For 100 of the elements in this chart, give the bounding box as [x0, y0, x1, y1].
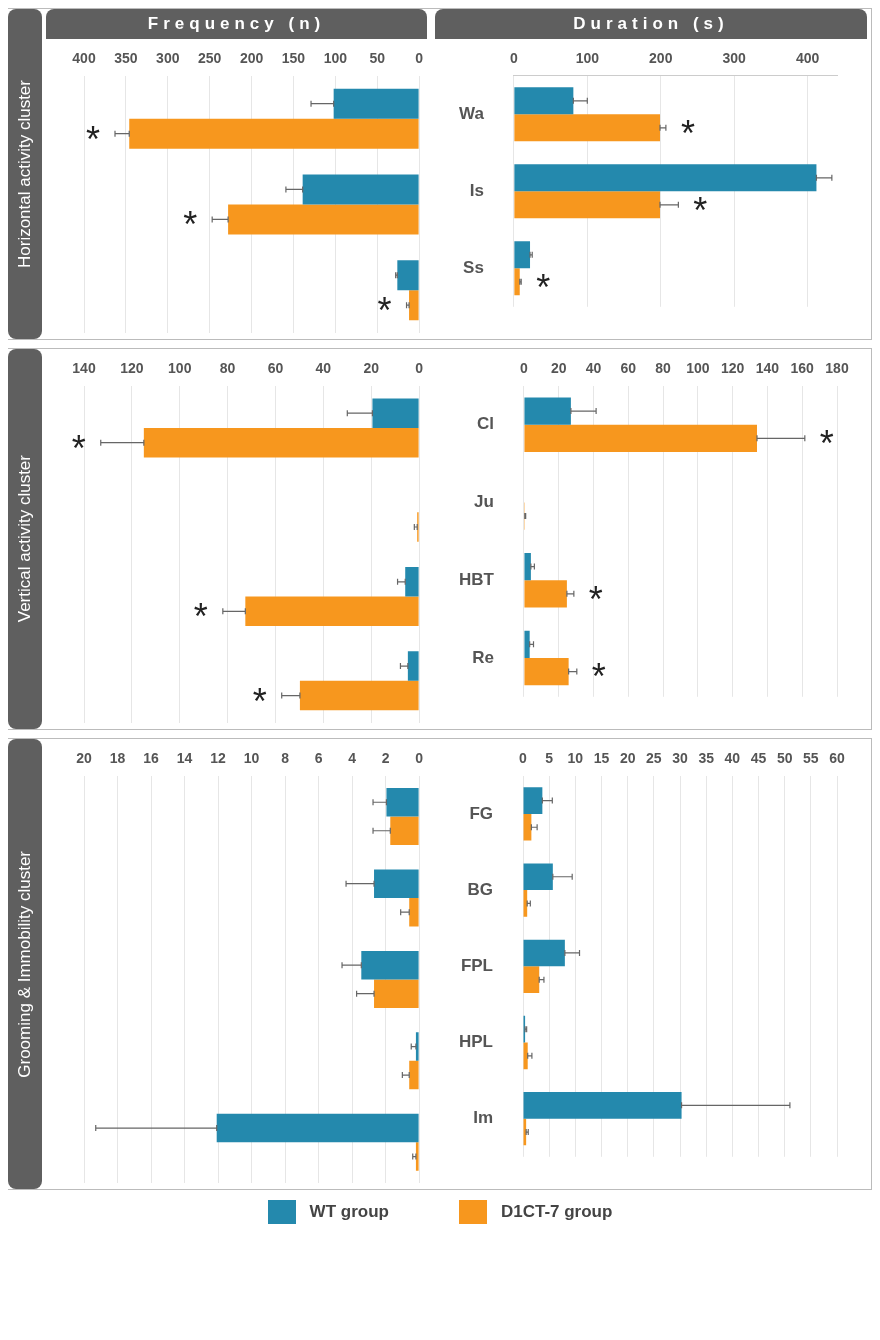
x-tick-label: 80 — [219, 360, 236, 377]
y-tick-label: Ss — [463, 257, 484, 277]
bar — [228, 204, 419, 235]
data-label: * — [85, 118, 101, 160]
data-label: * — [377, 290, 392, 332]
bar — [216, 1113, 419, 1143]
x-tick-label: 40 — [724, 750, 741, 767]
x-tick-label: 5 — [545, 750, 554, 767]
x-tick-label: 60 — [267, 360, 284, 377]
x-tick-label: 10 — [567, 750, 584, 767]
x-tick-label: 0 — [415, 360, 424, 377]
y-tick-label: Im — [473, 1108, 493, 1128]
x-tick-label: 20 — [550, 360, 567, 377]
x-tick-label: 60 — [620, 360, 637, 377]
x-tick-label: 100 — [686, 360, 710, 377]
bar — [524, 580, 567, 608]
bar — [407, 651, 419, 681]
bar — [397, 260, 419, 291]
x-tick-label: 250 — [197, 50, 222, 67]
data-label: * — [183, 204, 198, 246]
x-tick-label: 200 — [649, 50, 673, 67]
data-label: * — [693, 189, 708, 231]
x-tick-label: 400 — [72, 50, 96, 67]
data-label: * — [591, 656, 606, 698]
x-tick-label: 300 — [722, 50, 747, 67]
legend-label: D1CT-7 group — [500, 1202, 613, 1222]
y-tick-label: Cl — [476, 414, 494, 434]
bar — [409, 290, 419, 321]
bar — [524, 552, 531, 581]
y-axis-title: Vertical activity cluster — [15, 455, 35, 623]
bar — [405, 567, 419, 597]
bar — [129, 118, 419, 149]
bar — [523, 863, 553, 891]
bar — [523, 813, 532, 841]
y-tick-label: Is — [469, 180, 484, 200]
y-tick-label: HPL — [459, 1032, 493, 1052]
data-label: * — [193, 596, 208, 638]
x-tick-label: 40 — [315, 360, 332, 377]
chart-title: Duration (s) — [435, 9, 867, 39]
x-tick-label: 100 — [168, 360, 192, 377]
bar — [372, 398, 419, 428]
x-tick-label: 0 — [519, 750, 528, 767]
x-tick-label: 20 — [619, 750, 636, 767]
x-tick-label: 2 — [381, 750, 390, 767]
x-tick-label: 140 — [72, 360, 96, 377]
x-tick-label: 55 — [803, 750, 819, 767]
chart-title: Frequency (n) — [46, 9, 427, 39]
x-tick-label: 60 — [829, 750, 845, 767]
x-tick-label: 14 — [176, 750, 193, 767]
legend-label: WT group — [309, 1202, 389, 1222]
x-tick-label: 300 — [156, 50, 180, 67]
bar — [143, 427, 419, 458]
x-tick-label: 40 — [585, 360, 602, 377]
bar — [514, 268, 520, 296]
x-tick-label: 200 — [239, 50, 264, 67]
x-tick-label: 0 — [509, 50, 518, 67]
x-tick-label: 10 — [243, 750, 260, 767]
x-tick-label: 6 — [314, 750, 323, 767]
bar — [523, 1092, 682, 1119]
bar — [333, 88, 419, 119]
x-tick-label: 100 — [323, 50, 348, 67]
bar — [524, 424, 757, 452]
y-axis-title: Grooming & Immobility cluster — [15, 850, 35, 1078]
x-tick-label: 20 — [76, 750, 92, 767]
bar — [523, 787, 543, 814]
x-tick-label: 160 — [790, 360, 815, 377]
y-axis-title: Horizontal activity cluster — [15, 79, 35, 268]
bar — [386, 788, 419, 817]
data-label: * — [71, 427, 86, 469]
x-tick-label: 120 — [120, 360, 144, 377]
y-tick-label: BG — [467, 879, 493, 899]
bar — [523, 966, 540, 993]
x-tick-label: 45 — [750, 750, 767, 767]
bar — [374, 979, 419, 1008]
x-tick-label: 50 — [776, 750, 793, 767]
x-tick-label: 120 — [720, 360, 745, 377]
bar — [415, 1032, 419, 1061]
x-tick-label: 180 — [825, 360, 849, 377]
bar — [514, 241, 531, 269]
y-tick-label: HBT — [458, 569, 495, 589]
x-tick-label: 35 — [698, 750, 715, 767]
data-label: * — [819, 423, 834, 465]
x-tick-label: 0 — [520, 360, 529, 377]
x-tick-label: 350 — [114, 50, 138, 67]
y-tick-label: FG — [469, 803, 493, 823]
x-tick-label: 20 — [363, 360, 380, 377]
bar — [361, 950, 419, 980]
bar — [524, 630, 530, 658]
bar — [374, 869, 419, 898]
bar — [415, 1142, 419, 1171]
data-label: * — [680, 112, 695, 154]
x-tick-label: 30 — [672, 750, 688, 767]
bar — [514, 191, 661, 219]
x-tick-label: 25 — [646, 750, 662, 767]
bar — [245, 596, 419, 627]
bar — [302, 174, 419, 205]
bar — [524, 397, 571, 425]
x-tick-label: 140 — [755, 360, 780, 377]
bar — [514, 164, 817, 192]
x-tick-label: 15 — [593, 750, 610, 767]
